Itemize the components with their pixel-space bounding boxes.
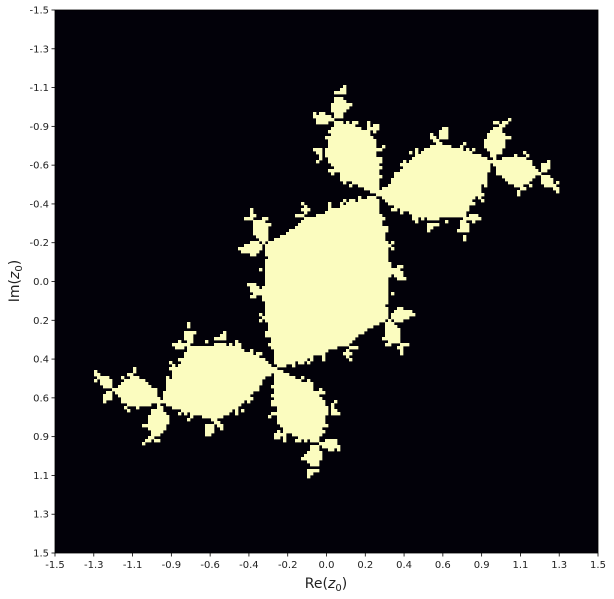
julia-set-region <box>94 85 560 479</box>
y-tick-label: -1.3 <box>29 44 49 55</box>
y-tick-label: 1.3 <box>33 510 49 521</box>
y-tick-label: -0.4 <box>29 199 49 210</box>
x-tick-label: 0.4 <box>396 560 412 571</box>
y-tick-label: -1.5 <box>29 6 49 17</box>
x-tick-label: -0.2 <box>278 560 298 571</box>
y-tick-label: -0.9 <box>29 122 49 133</box>
plot-layer <box>94 85 560 479</box>
y-tick-label: -0.6 <box>29 161 49 172</box>
plot-frame <box>54 9 599 554</box>
x-tick-label: -0.4 <box>239 560 259 571</box>
x-tick-label: -1.1 <box>123 560 143 571</box>
x-tick-label: 1.3 <box>551 560 567 571</box>
x-axis-label: Re(z0) <box>305 576 347 594</box>
y-axis-label: Im(z0) <box>7 260 25 302</box>
x-tick-label: -1.5 <box>45 560 65 571</box>
x-tick-label: 1.1 <box>512 560 528 571</box>
x-tick-label: -1.3 <box>84 560 104 571</box>
ticks-layer: -1.5 -1.3 -1.1 -0.9 -0.6 -0.4 -0.2 0.0 0.2 0.4 0.6… <box>29 6 605 572</box>
x-tick-label: -0.9 <box>162 560 182 571</box>
y-tick-label: 0.2 <box>33 316 49 327</box>
y-tick-label: 1.1 <box>33 471 49 482</box>
x-tick-label: 0.0 <box>319 560 335 571</box>
y-tick-label: 0.9 <box>33 432 49 443</box>
x-tick-label: 1.5 <box>590 560 606 571</box>
y-tick-label: 0.4 <box>33 355 49 366</box>
x-tick-label: 0.6 <box>435 560 451 571</box>
x-tick-label: -0.6 <box>200 560 220 571</box>
y-tick-label: -0.2 <box>29 238 49 249</box>
y-tick-label: -1.1 <box>29 83 49 94</box>
y-tick-label: 0.6 <box>33 393 49 404</box>
x-tick-label: 0.2 <box>357 560 373 571</box>
y-tick-label: 0.0 <box>33 277 49 288</box>
y-tick-label: 1.5 <box>33 549 49 560</box>
x-tick-label: 0.9 <box>474 560 490 571</box>
